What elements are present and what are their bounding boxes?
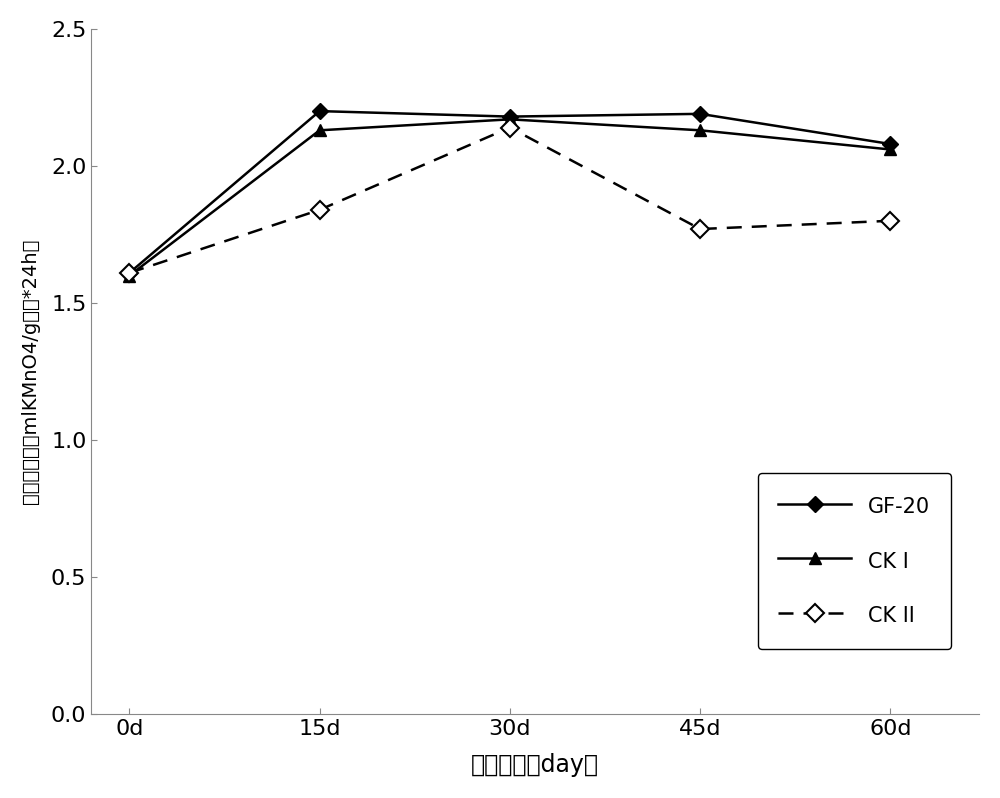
Line: GF-20: GF-20: [124, 105, 896, 279]
CK I: [884, 144, 896, 154]
CK I: [694, 125, 706, 135]
CK II: [694, 224, 706, 234]
Legend: GF-20, CK I, CK II: GF-20, CK I, CK II: [758, 473, 951, 649]
GF-20: [123, 268, 135, 278]
CK I: [504, 115, 516, 124]
CK I: [123, 271, 135, 280]
GF-20: [884, 139, 896, 148]
Line: CK II: CK II: [123, 121, 897, 279]
Line: CK I: CK I: [124, 114, 896, 281]
CK II: [123, 268, 135, 278]
X-axis label: 测定时间（day）: 测定时间（day）: [471, 753, 599, 777]
GF-20: [504, 112, 516, 121]
CK II: [314, 205, 326, 215]
CK II: [884, 216, 896, 226]
Y-axis label: 过氧化氢酶（mlKMnO4/g干土*24h）: 过氧化氢酶（mlKMnO4/g干土*24h）: [21, 239, 40, 504]
CK II: [504, 123, 516, 132]
GF-20: [314, 106, 326, 116]
CK I: [314, 125, 326, 135]
GF-20: [694, 109, 706, 119]
